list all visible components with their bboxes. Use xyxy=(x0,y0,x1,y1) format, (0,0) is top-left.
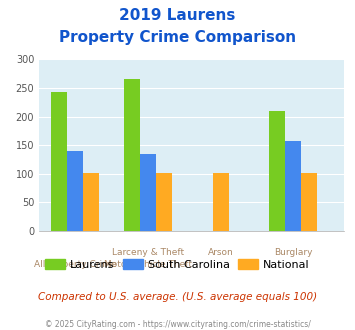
Legend: Laurens, South Carolina, National: Laurens, South Carolina, National xyxy=(41,255,314,274)
Text: 2019 Laurens: 2019 Laurens xyxy=(119,8,236,23)
Bar xyxy=(124,80,140,231)
Text: Property Crime Comparison: Property Crime Comparison xyxy=(59,30,296,45)
Bar xyxy=(269,111,285,231)
Text: Compared to U.S. average. (U.S. average equals 100): Compared to U.S. average. (U.S. average … xyxy=(38,292,317,302)
Bar xyxy=(83,173,99,231)
Text: Motor Vehicle Theft: Motor Vehicle Theft xyxy=(104,260,192,269)
Text: Burglary: Burglary xyxy=(274,248,313,257)
Bar xyxy=(140,154,156,231)
Bar xyxy=(156,173,172,231)
Bar xyxy=(67,151,83,231)
Bar xyxy=(301,173,317,231)
Bar xyxy=(51,92,67,231)
Text: Arson: Arson xyxy=(208,248,234,257)
Text: Larceny & Theft: Larceny & Theft xyxy=(112,248,184,257)
Text: All Property Crime: All Property Crime xyxy=(34,260,117,269)
Bar xyxy=(213,173,229,231)
Text: © 2025 CityRating.com - https://www.cityrating.com/crime-statistics/: © 2025 CityRating.com - https://www.city… xyxy=(45,320,310,329)
Bar xyxy=(285,141,301,231)
